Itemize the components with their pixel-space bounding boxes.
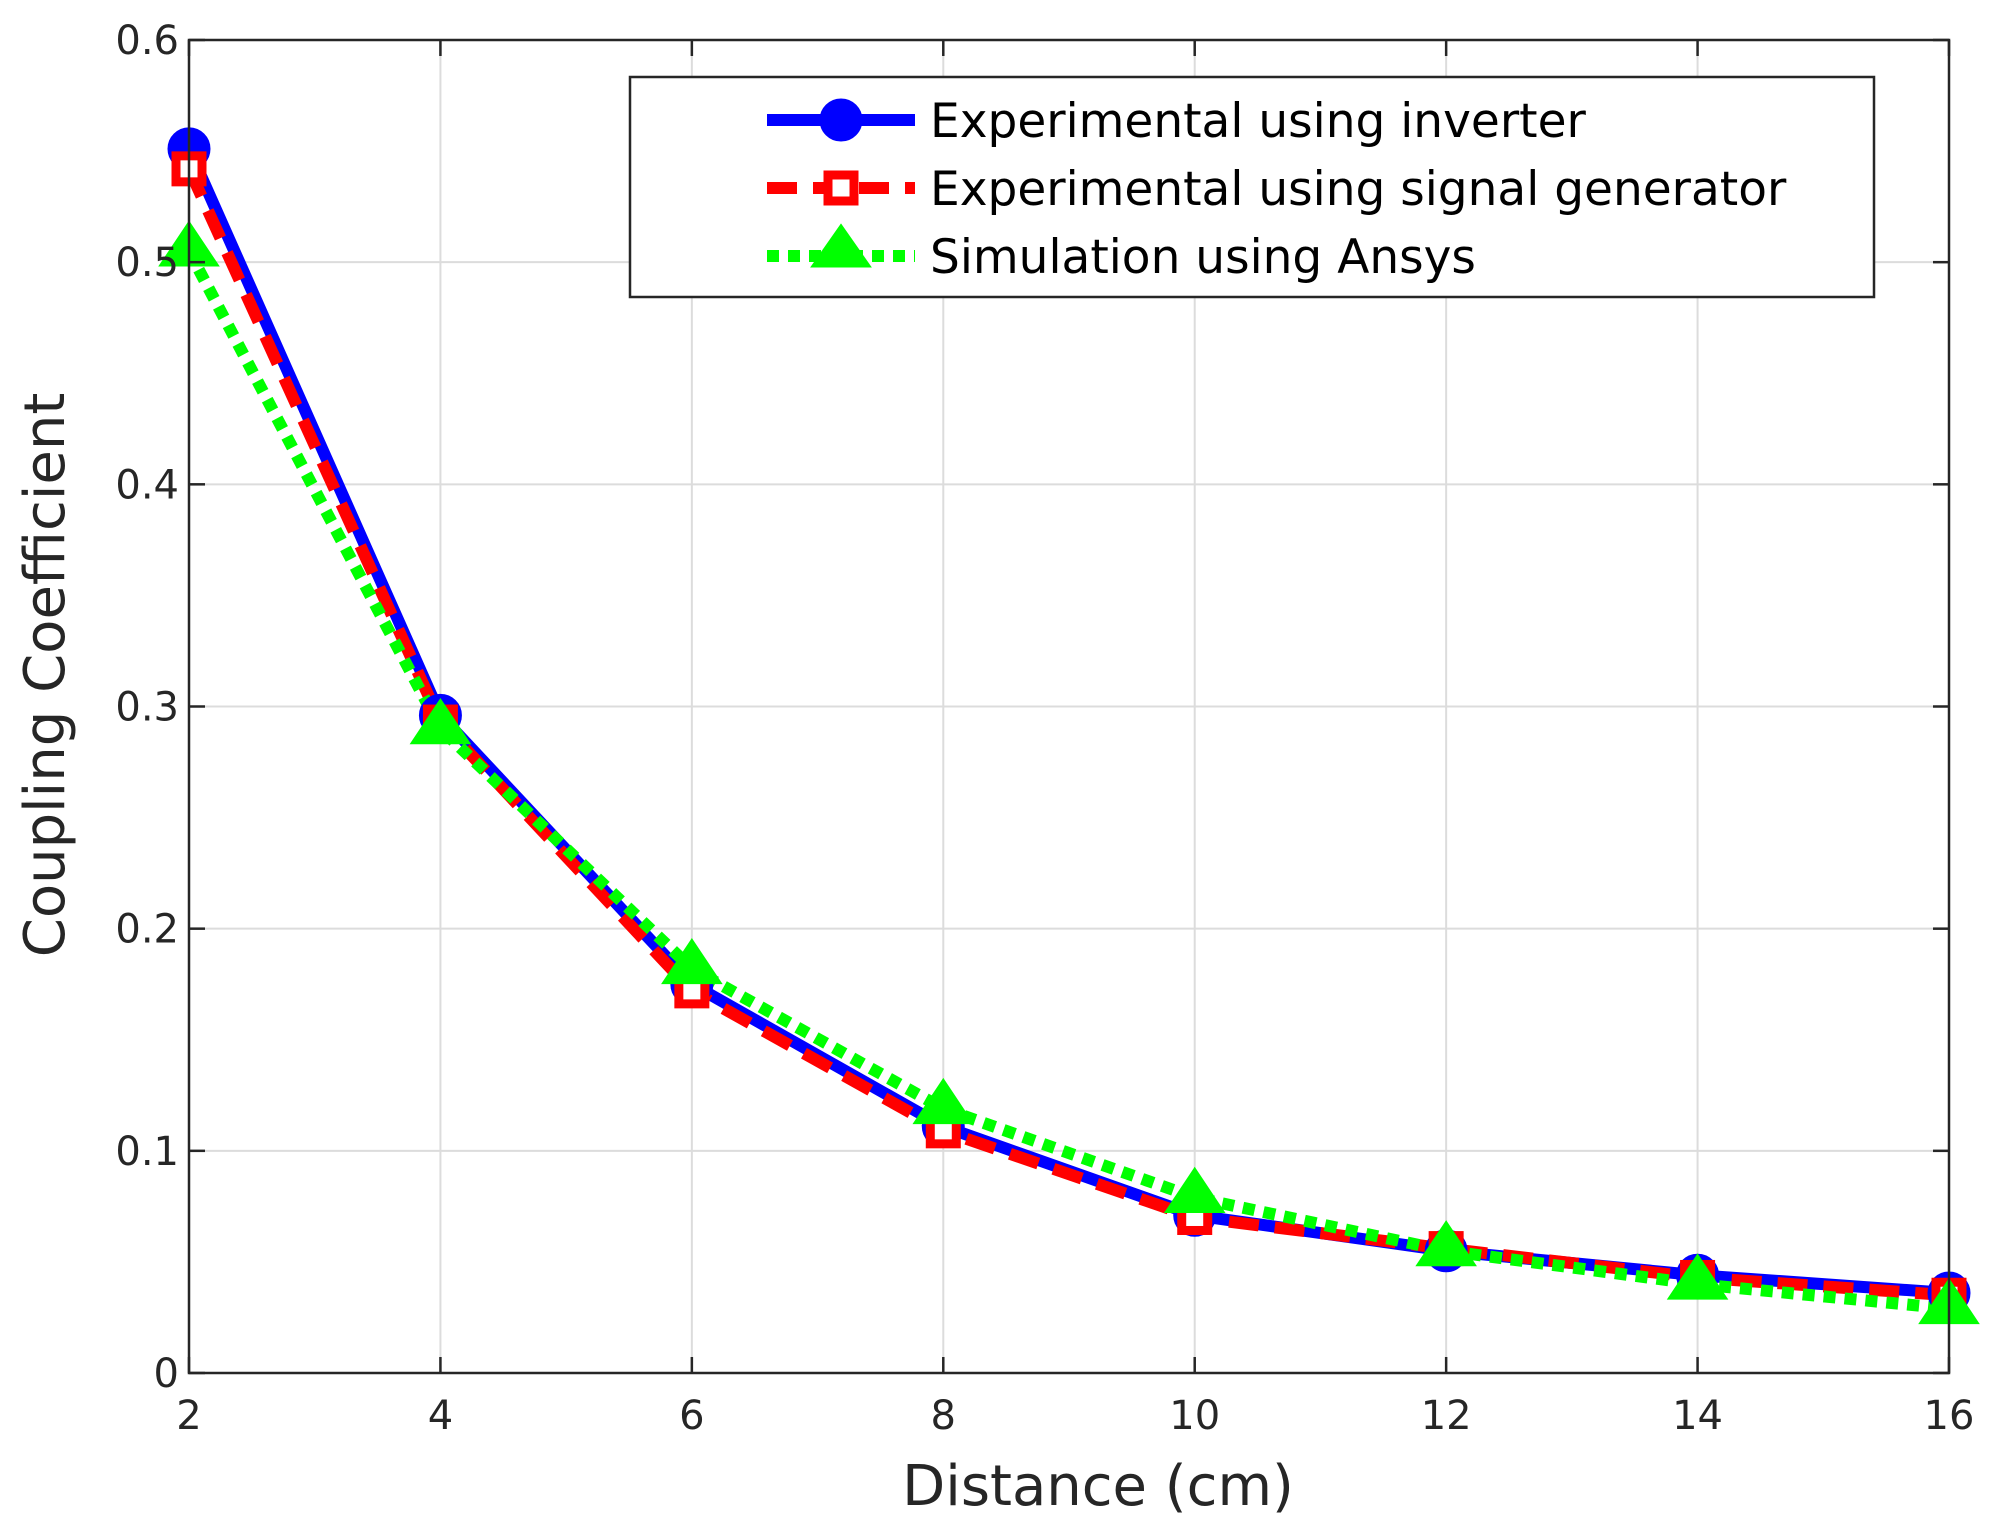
data-point-triangle [1415,1220,1477,1267]
y-axis-title: Coupling Coefficient [13,393,78,958]
y-tick-label: 0 [154,1351,179,1397]
x-tick-label: 14 [1672,1393,1723,1439]
x-tick-label: 4 [428,1393,453,1439]
x-tick-label: 6 [679,1393,704,1439]
y-tick-label: 0.1 [115,1129,179,1175]
legend-marker-square [823,170,859,206]
y-tick-label: 0.3 [115,685,179,731]
x-axis-tick-labels: 2 4 6 8 10 12 14 16 [176,1393,1974,1439]
series-line-triangle [183,248,1950,1315]
legend-entry-simulation: Simulation using Ansys [767,223,1476,285]
data-point-triangle [1666,1253,1729,1300]
y-tick-label: 0.6 [115,18,179,64]
x-tick-label: 2 [176,1393,201,1439]
legend-label-inverter: Experimental using inverter [930,94,1586,149]
legend-label-signal-generator: Experimental using signal generator [930,162,1787,217]
data-point-triangle [409,698,472,745]
tick-marks [187,38,1951,1375]
series-layer [183,146,1950,1315]
y-tick-label: 0.2 [115,907,179,953]
legend-marker-circle [819,98,863,142]
x-tick-label: 10 [1169,1393,1220,1439]
legend: Experimental using inverter Experimental… [628,75,1876,299]
x-tick-label: 12 [1421,1393,1472,1439]
data-point-triangle [661,937,723,985]
legend-marker-triangle [810,223,872,268]
x-tick-label: 16 [1924,1393,1975,1439]
legend-label-simulation: Simulation using Ansys [930,230,1476,285]
y-axis-tick-labels: 0 0.1 0.2 0.3 0.4 0.5 0.6 [115,18,179,1397]
y-tick-label: 0.4 [115,462,179,508]
data-point-triangle [1163,1166,1226,1213]
y-tick-label: 0.5 [115,240,179,286]
x-tick-label: 8 [931,1393,956,1439]
x-axis-title: Distance (cm) [902,1454,1294,1519]
legend-entry-signal-generator: Experimental using signal generator [767,162,1787,217]
legend-entry-inverter: Experimental using inverter [767,94,1586,149]
data-point-triangle [912,1077,975,1125]
